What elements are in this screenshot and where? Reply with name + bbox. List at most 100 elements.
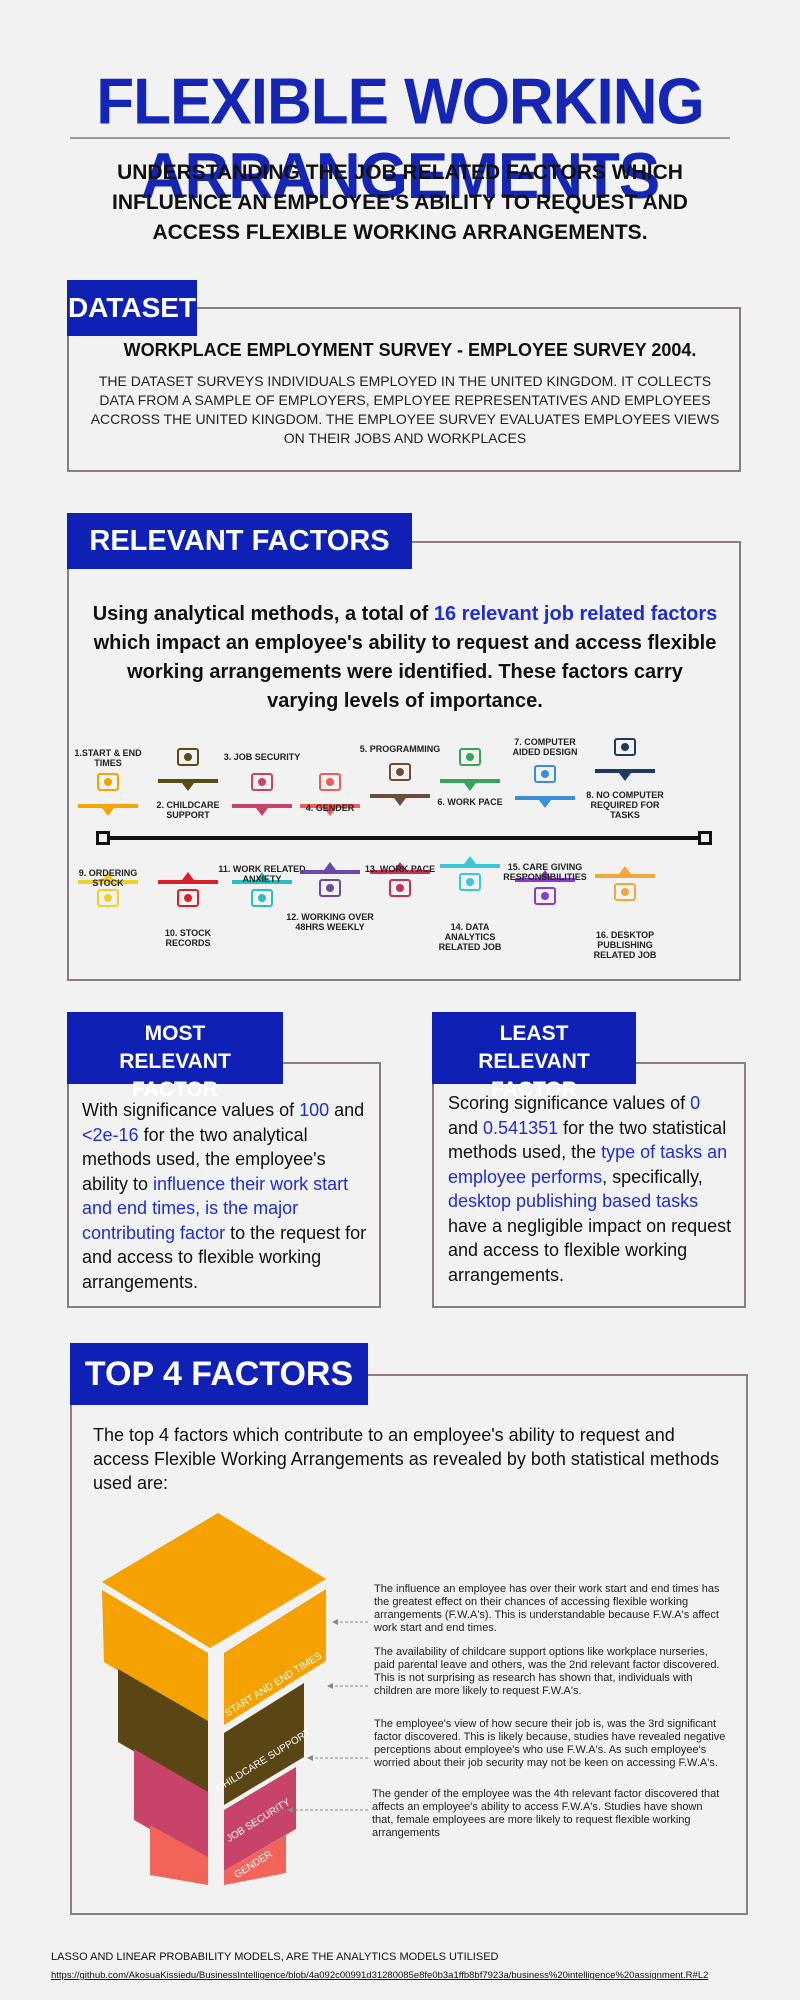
factor-label: 8. NO COMPUTER REQUIRED FOR TASKS	[586, 790, 664, 820]
least-value-1: 0	[690, 1093, 701, 1113]
factor-label: 11. WORK RELATED ANXIETY	[218, 864, 306, 884]
factor-bar	[300, 870, 360, 874]
factor-bar	[232, 880, 292, 884]
most-value-2: <2e-16	[82, 1124, 139, 1145]
title-divider	[70, 137, 730, 139]
factor-icon	[607, 880, 643, 912]
relevant-intro-text: Using analytical methods, a total of	[92, 603, 434, 625]
factor-pointer	[324, 862, 336, 870]
factor-label: 3. JOB SECURITY	[223, 752, 301, 762]
footer-note: LASSO AND LINEAR PROBABILITY MODELS, ARE…	[51, 1951, 499, 1963]
least-highlight-1: type of tasks an employee performs	[448, 1142, 728, 1187]
least-text-4: , specifically,	[602, 1166, 703, 1187]
top4-description-3: The employee's view of how secure their …	[374, 1718, 726, 1769]
factor-pointer	[182, 783, 194, 791]
factor-bar	[158, 880, 218, 884]
factor-label: 6. WORK PACE	[437, 797, 503, 807]
factor-icon	[607, 735, 643, 767]
dataset-heading: WORKPLACE EMPLOYMENT SURVEY - EMPLOYEE S…	[123, 340, 697, 360]
pyramid-layer-2-right	[224, 1683, 304, 1805]
factor-pointer	[539, 870, 551, 878]
factor-icon	[452, 745, 488, 777]
timeline-end-marker	[698, 831, 712, 845]
factor-pointer	[182, 872, 194, 880]
top4-description-4: The gender of the employee was the 4th r…	[372, 1788, 720, 1839]
factor-bar	[78, 804, 138, 808]
page-title: FLEXIBLE WORKING ARRANGEMENTS	[96, 65, 704, 213]
factor-bar	[595, 769, 655, 773]
factor-pointer	[394, 798, 406, 806]
factor-icon	[452, 870, 488, 902]
least-text-5: have a negligible impact on request and …	[448, 1215, 732, 1285]
factor-bar	[300, 804, 360, 808]
most-text-3: for the two analytical methods used, the…	[82, 1124, 326, 1194]
relevant-count: 16 relevant job related factors	[433, 603, 718, 625]
timeline-line	[100, 836, 700, 840]
factor-label: 14. DATA ANALYTICS RELATED JOB	[438, 922, 502, 952]
least-text-3: for the two statistical methods used, th…	[448, 1117, 727, 1163]
factor-icon	[312, 770, 348, 802]
timeline-start-marker	[96, 831, 110, 845]
most-relevant-tab: MOST RELEVANT FACTOR	[67, 1012, 283, 1101]
top4-description-1: The influence an employee has over their…	[374, 1583, 720, 1634]
factor-label: 7. COMPUTER AIDED DESIGN	[512, 737, 578, 757]
factor-icon	[90, 770, 126, 802]
factor-bar	[78, 880, 138, 884]
most-relevant-box	[67, 1062, 381, 1308]
factor-label: 10. STOCK RECORDS	[164, 928, 212, 948]
factor-pointer	[464, 856, 476, 864]
factor-bar	[595, 874, 655, 878]
factor-bar	[515, 796, 575, 800]
most-text-2: and	[329, 1100, 365, 1120]
factor-pointer	[619, 773, 631, 781]
top4-intro: The top 4 factors which contribute to an…	[93, 1425, 719, 1493]
factor-pointer	[464, 783, 476, 791]
factor-label: 1.START & END TIMES	[74, 748, 142, 768]
most-text-4: to the request for and access to flexibl…	[82, 1222, 367, 1292]
dataset-body: THE DATASET SURVEYS INDIVIDUALS EMPLOYED…	[90, 373, 720, 446]
least-highlight-2: desktop publishing based tasks	[448, 1191, 699, 1211]
most-value-1: 100	[299, 1100, 330, 1120]
factor-bar	[440, 864, 500, 868]
factor-label: 4. GENDER	[305, 803, 355, 813]
least-relevant-text: Scoring significance values of 0 and 0.5…	[448, 1091, 733, 1287]
factor-bar	[515, 878, 575, 882]
least-relevant-box	[432, 1062, 746, 1308]
factor-icon	[90, 886, 126, 918]
least-value-2: 0.541351	[483, 1117, 559, 1138]
factor-label: 9. ORDERING STOCK	[78, 868, 138, 888]
relevant-tab: RELEVANT FACTORS	[67, 513, 412, 569]
pyramid-layer-4-left	[150, 1825, 208, 1885]
least-relevant-tab: LEAST RELEVANT FACTOR	[432, 1012, 636, 1101]
most-highlight: influence their work start and end times…	[82, 1173, 349, 1243]
pyramid-layer-1-left	[102, 1590, 208, 1725]
most-text-1: With significance values of	[82, 1100, 300, 1120]
factor-pointer	[619, 866, 631, 874]
factor-icon	[527, 884, 563, 916]
factor-icon	[527, 762, 563, 794]
factor-icon	[312, 876, 348, 908]
pyramid-layer-4-right	[224, 1835, 286, 1885]
top4-tab: TOP 4 FACTORS	[70, 1343, 368, 1405]
pyramid-layer-1-right	[224, 1589, 326, 1725]
factor-icon	[244, 770, 280, 802]
factor-label: 5. PROGRAMMING	[359, 744, 441, 754]
least-text-1: Scoring significance values of	[448, 1093, 691, 1113]
factor-pointer	[256, 808, 268, 816]
top4-description-2: The availability of childcare support op…	[374, 1646, 720, 1697]
dataset-tab: DATASET	[67, 280, 197, 336]
factor-pointer	[256, 872, 268, 880]
factor-icon	[170, 886, 206, 918]
least-text-2: and	[448, 1117, 484, 1138]
pyramid-connectors	[287, 1619, 370, 1813]
factor-label: 16. DESKTOP PUBLISHING RELATED JOB	[593, 930, 657, 960]
pyramid-layer-2-left	[118, 1669, 208, 1795]
factor-label: 13. WORK PACE	[364, 864, 436, 874]
factor-label: 12. WORKING OVER 48HRS WEEKLY	[286, 912, 374, 932]
factor-pointer	[102, 808, 114, 816]
factor-pointer	[539, 800, 551, 808]
factor-bar	[158, 779, 218, 783]
pyramid-layer-3-left	[134, 1749, 208, 1862]
relevant-intro: Using analytical methods, a total of 16 …	[90, 600, 720, 716]
footer-source-link[interactable]: https://github.com/AkosuaKissiedu/Busine…	[51, 1970, 709, 1981]
